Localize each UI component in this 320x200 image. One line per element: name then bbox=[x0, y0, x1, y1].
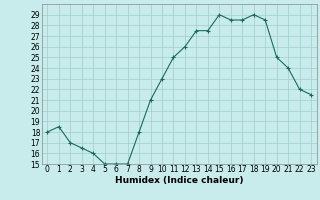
X-axis label: Humidex (Indice chaleur): Humidex (Indice chaleur) bbox=[115, 176, 244, 185]
